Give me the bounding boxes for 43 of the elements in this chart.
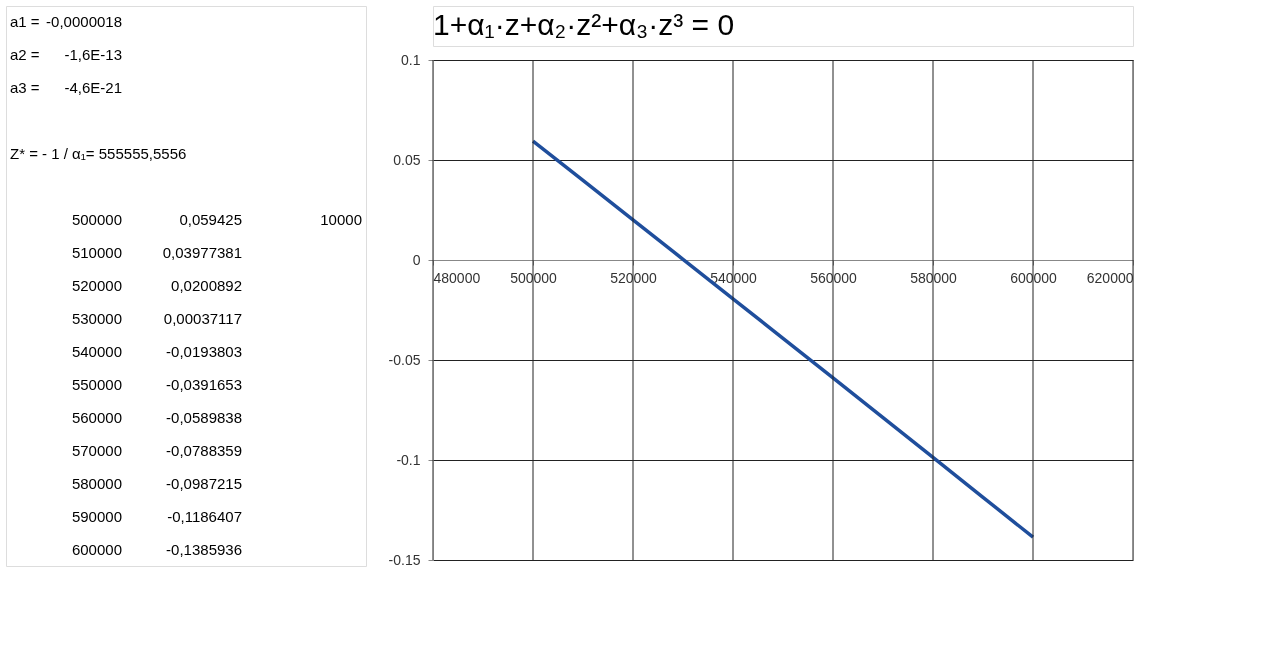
y-tick-label: 0.1 (401, 51, 421, 68)
chart-title: 1+α₁·z+α₂·z²+α₃·z³ = 0 (433, 8, 735, 41)
y-tick-label: 0.05 (393, 151, 421, 168)
text: -0,1385936 (166, 540, 242, 558)
text: 570000 (71, 441, 122, 459)
text: -1,6E-13 (64, 46, 122, 64)
x-tick-label: 600000 (1010, 269, 1058, 286)
text: -0,0391653 (166, 375, 242, 393)
text: -0,0193803 (166, 342, 242, 360)
text: -4,6E-21 (64, 79, 122, 97)
text: 500000 (71, 211, 122, 229)
text: Z* = - 1 / α₁= 555555,5556 (10, 145, 187, 163)
text: 0,059425 (179, 211, 242, 229)
text: a1 = (10, 13, 40, 31)
x-tick-label: 620000 (1086, 269, 1134, 286)
text: -0,1186407 (167, 507, 242, 525)
text: 0,03977381 (162, 244, 242, 262)
text: -0,0000018 (46, 13, 122, 31)
text: 530000 (71, 309, 122, 327)
text: 10000 (320, 211, 362, 229)
y-tick-label: -0.15 (388, 551, 421, 568)
text: -0,0987215 (166, 474, 242, 492)
text: 540000 (71, 342, 122, 360)
x-tick-label: 560000 (810, 269, 858, 286)
x-tick-label: 580000 (910, 269, 958, 286)
text: 0,0200892 (171, 277, 242, 294)
text: a2 = (10, 46, 40, 64)
text: 600000 (71, 540, 122, 558)
text: 0,00037117 (163, 309, 242, 327)
text: -0,0788359 (166, 441, 242, 459)
text: 580000 (71, 474, 122, 492)
text: 560000 (71, 408, 122, 426)
x-tick-label: 520000 (610, 269, 658, 286)
y-tick-label: 0 (412, 251, 421, 268)
x-tick-label: 540000 (710, 269, 758, 286)
x-tick-label: 500000 (510, 269, 558, 286)
text: -0,0589838 (166, 408, 242, 426)
y-tick-label: -0.05 (388, 351, 421, 368)
text: 590000 (71, 507, 122, 525)
y-tick-label: -0.1 (396, 451, 421, 468)
text: 550000 (71, 375, 122, 393)
text: a3 = (10, 79, 40, 97)
text: 510000 (71, 244, 122, 262)
